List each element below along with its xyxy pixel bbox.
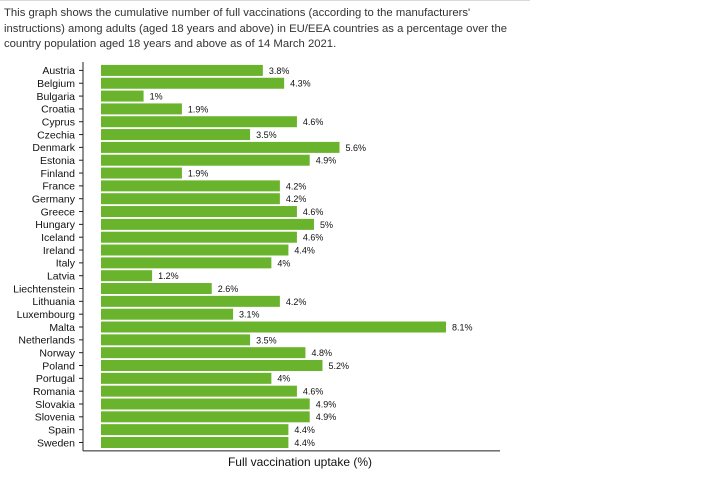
bar	[101, 360, 323, 371]
chart-description: This graph shows the cumulative number o…	[4, 7, 508, 50]
category-label: Ireland	[43, 245, 75, 257]
data-label: 8.1%	[452, 322, 473, 332]
data-label: 5.6%	[346, 143, 367, 153]
data-label: 4.4%	[294, 438, 315, 448]
data-label: 4.2%	[286, 297, 307, 307]
category-label: Estonia	[40, 155, 75, 167]
bar	[101, 218, 314, 230]
category-label: Luxembourg	[17, 309, 76, 321]
category-label: Portugal	[36, 373, 75, 385]
bar	[101, 64, 263, 76]
data-label: 4.2%	[286, 194, 307, 204]
data-label: 4.9%	[316, 399, 337, 409]
category-label: Slovakia	[35, 399, 75, 411]
data-label: 4.2%	[286, 181, 307, 191]
data-label: 4.6%	[303, 233, 324, 243]
bar	[101, 180, 280, 192]
category-label: Czechia	[37, 129, 75, 141]
data-label: 1%	[150, 91, 163, 101]
bar	[101, 398, 310, 410]
category-label: Germany	[32, 194, 76, 206]
bar	[101, 129, 251, 141]
bar	[101, 77, 285, 89]
category-label: Belgium	[37, 78, 75, 90]
data-label: 4.8%	[311, 348, 332, 358]
data-label: 4.3%	[290, 79, 311, 89]
data-label: 1.9%	[188, 104, 209, 114]
bar	[101, 154, 310, 166]
data-label: 3.8%	[269, 66, 290, 76]
bar	[101, 141, 340, 153]
bar	[101, 411, 310, 423]
bar	[101, 385, 297, 397]
data-label: 4.9%	[316, 412, 337, 422]
category-label: Finland	[41, 168, 76, 180]
bar	[101, 283, 212, 295]
bar	[101, 103, 182, 115]
category-label: Hungary	[35, 219, 75, 231]
category-label: France	[42, 181, 75, 193]
data-label: 5.2%	[328, 361, 349, 371]
category-label: Iceland	[41, 232, 75, 244]
data-label: 3.5%	[256, 335, 277, 345]
bar	[101, 270, 153, 282]
bar	[101, 193, 280, 205]
data-label: 4%	[277, 374, 290, 384]
data-label: 2.6%	[218, 284, 239, 294]
bar	[101, 372, 272, 384]
category-label: Poland	[42, 360, 75, 372]
data-label: 4%	[277, 258, 290, 268]
category-label: Greece	[41, 206, 76, 218]
category-label: Austria	[42, 65, 75, 77]
bar	[101, 116, 297, 128]
category-label: Bulgaria	[36, 91, 75, 103]
bar	[101, 334, 251, 346]
data-label: 4.4%	[294, 245, 315, 255]
category-label: Netherlands	[18, 335, 75, 347]
bar	[101, 257, 272, 269]
data-label: 4.4%	[294, 425, 315, 435]
data-label: 4.9%	[316, 156, 337, 166]
data-label: 4.6%	[303, 117, 324, 127]
x-axis-title: Full vaccination uptake (%)	[227, 455, 373, 469]
category-label: Cyprus	[42, 117, 75, 129]
category-label: Italy	[56, 258, 76, 270]
data-label: 3.1%	[239, 310, 260, 320]
category-label: Norway	[39, 347, 75, 359]
category-label: Malta	[49, 322, 75, 334]
bar	[101, 90, 144, 102]
data-label: 1.2%	[158, 271, 179, 281]
category-label: Sweden	[37, 437, 75, 449]
bar	[101, 244, 289, 256]
data-label: 1.9%	[188, 168, 209, 178]
data-label: 4.6%	[303, 207, 324, 217]
category-label: Croatia	[41, 104, 75, 116]
header-divider	[0, 0, 530, 1]
category-label: Slovenia	[35, 412, 75, 424]
bar	[101, 308, 234, 320]
data-label: 5%	[320, 220, 333, 230]
bar	[101, 321, 446, 333]
category-label: Denmark	[32, 142, 75, 154]
bar	[101, 347, 306, 359]
bar	[101, 436, 289, 448]
data-label: 3.5%	[256, 130, 277, 140]
category-label: Spain	[48, 424, 75, 436]
category-label: Latvia	[47, 271, 75, 283]
bar	[101, 424, 289, 436]
bar	[101, 231, 297, 243]
data-label: 4.6%	[303, 387, 324, 397]
bar	[101, 206, 297, 218]
bar	[101, 295, 280, 307]
bar	[101, 167, 182, 179]
category-label: Lithuania	[32, 296, 75, 308]
category-label: Romania	[33, 386, 75, 398]
category-label: Liechtenstein	[13, 283, 75, 295]
